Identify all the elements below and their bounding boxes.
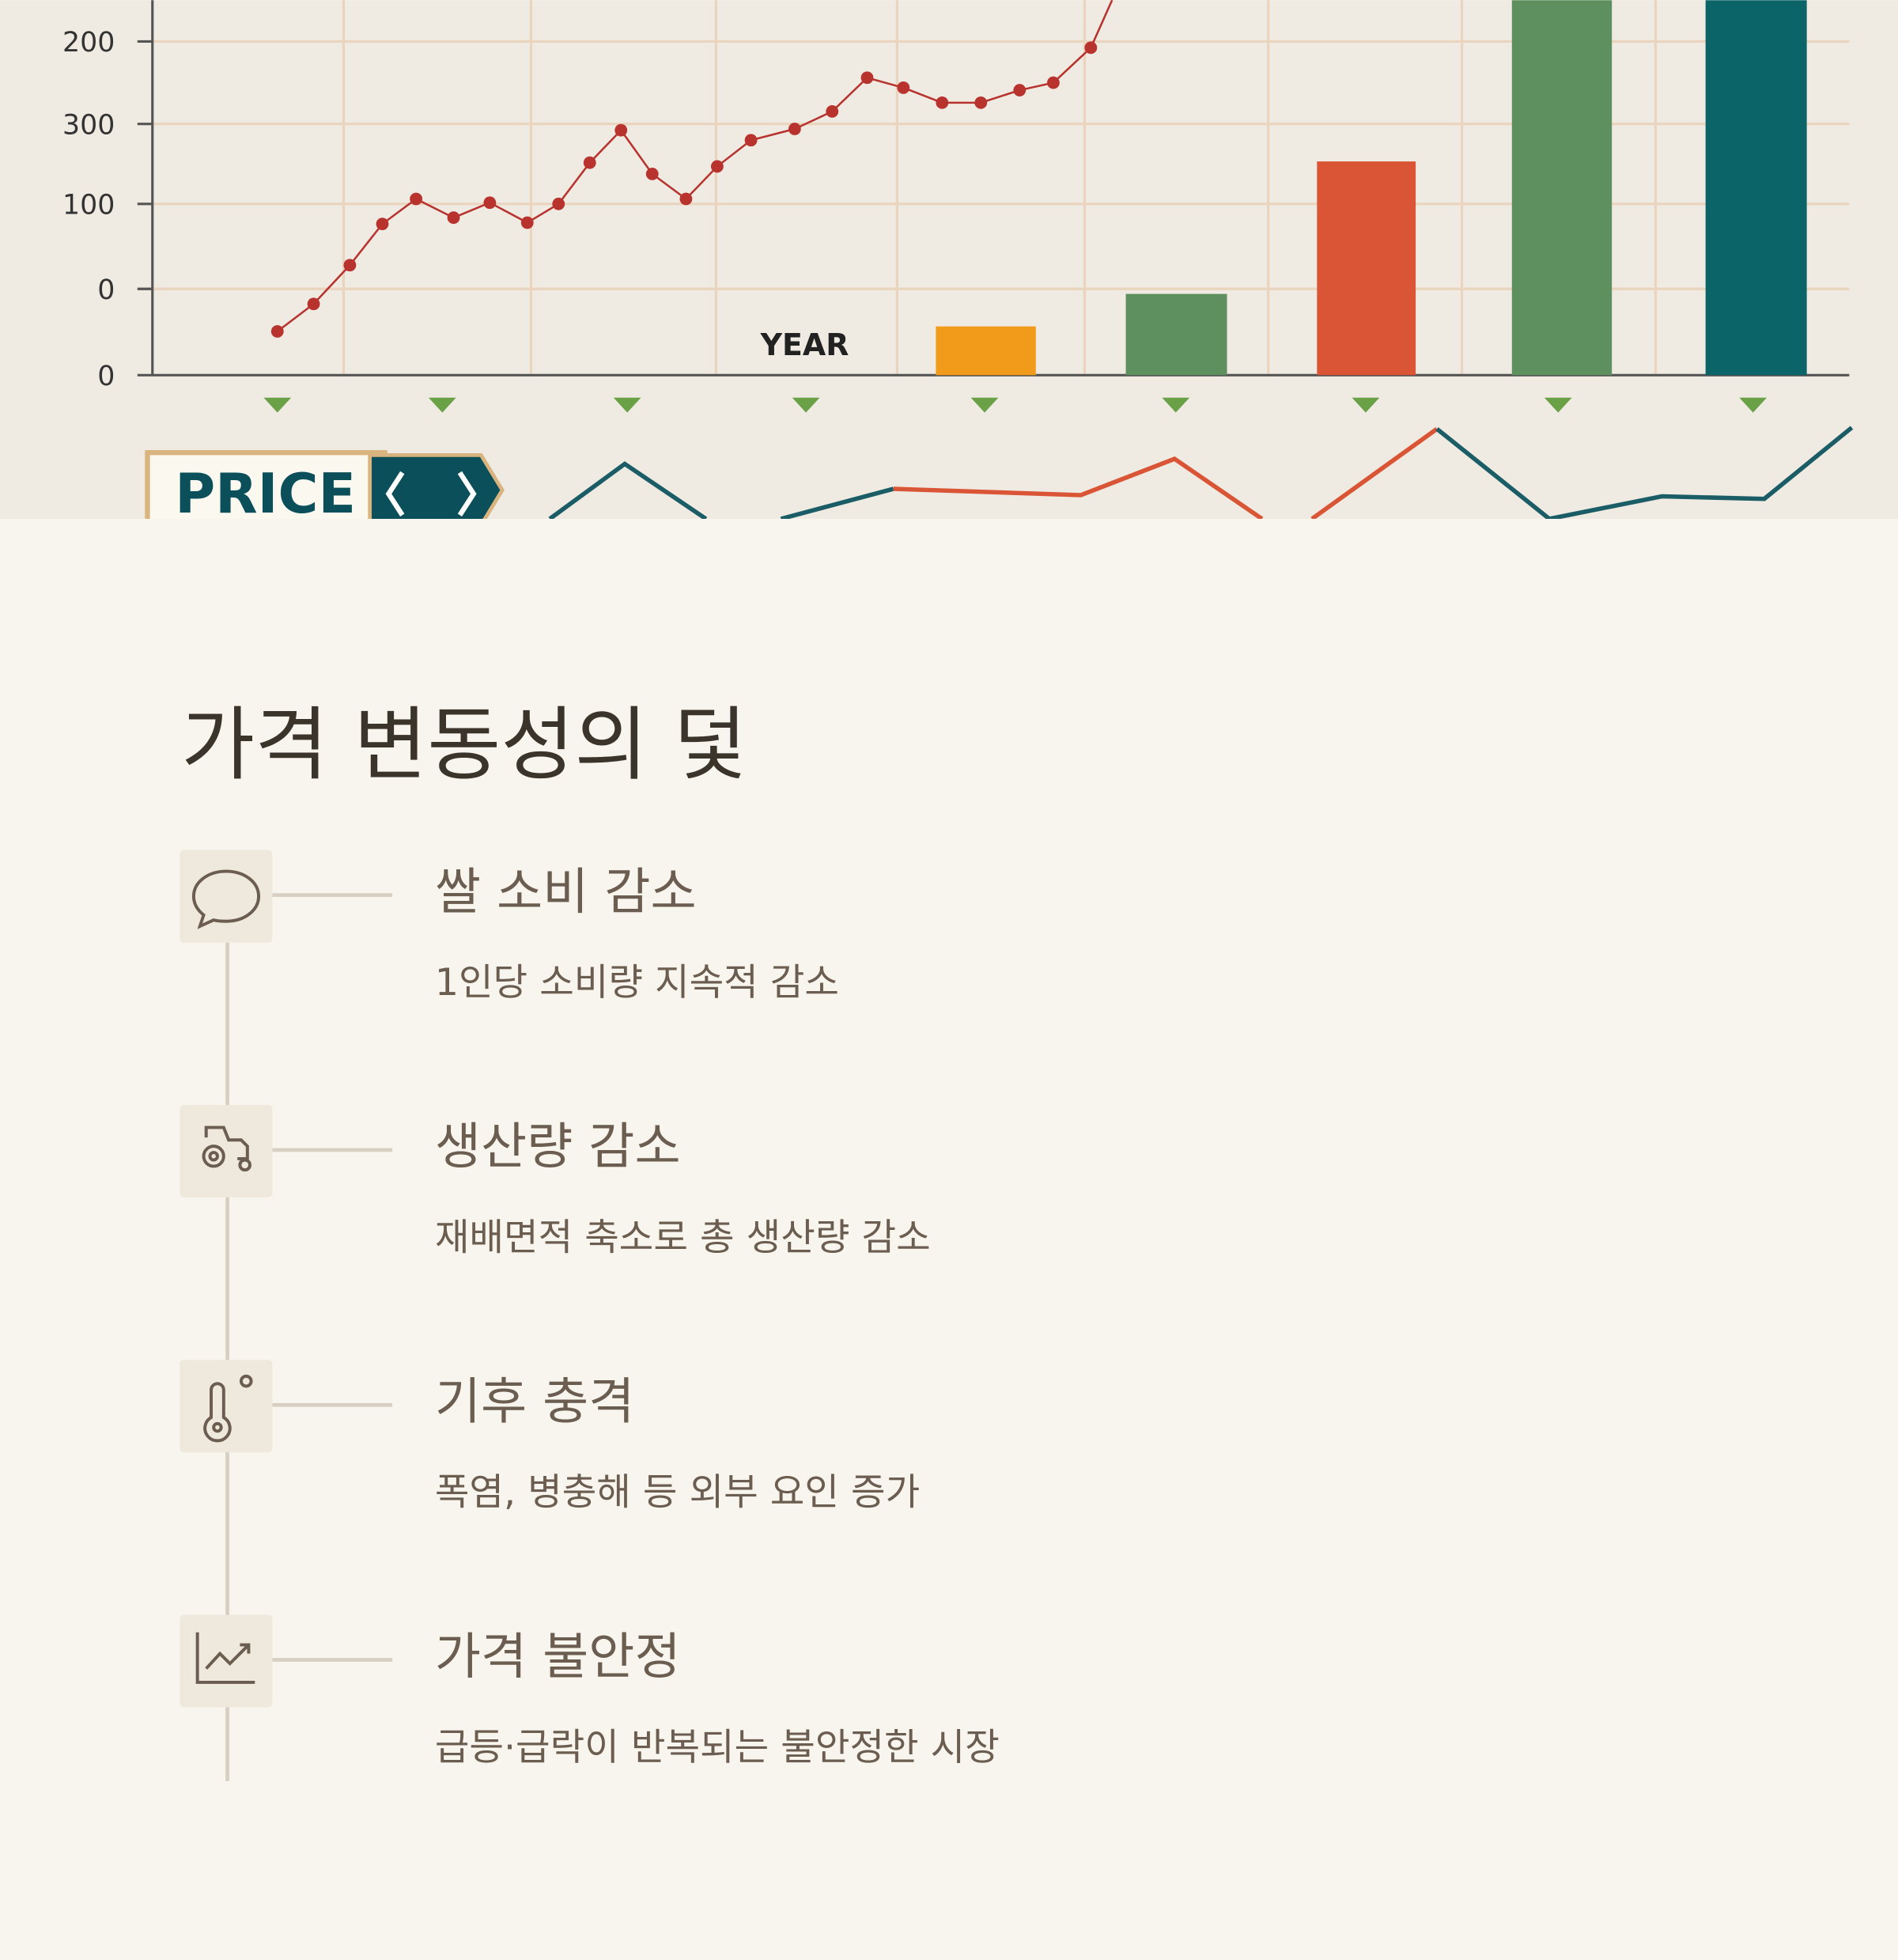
hero-line-dots — [270, 41, 1098, 338]
hero-image: 200 300 100 0 0 YEAR PRICE — [0, 0, 1898, 532]
y-axis-label: 0 — [97, 361, 115, 392]
hero-line — [1435, 426, 1854, 521]
icon — [202, 1126, 251, 1172]
item-title: 쌀 소비 감소 — [435, 862, 697, 921]
line-dot — [483, 196, 497, 210]
triangle — [1544, 397, 1572, 413]
hero-bar — [1317, 161, 1416, 376]
line-dot — [520, 216, 534, 229]
triangle — [792, 397, 820, 413]
line-dot — [552, 197, 565, 210]
line-dot — [826, 105, 839, 118]
line-dot — [1084, 41, 1098, 55]
y-axis-label: 0 — [97, 274, 115, 306]
line-dot — [744, 134, 758, 147]
triangle — [263, 397, 292, 413]
hero-bar — [1705, 0, 1807, 376]
hero-line — [893, 456, 1264, 521]
item-title: 기후 충격 — [435, 1372, 635, 1431]
hero-background — [0, 0, 1898, 519]
hero-line — [548, 461, 708, 521]
icon-box — [180, 1104, 273, 1198]
item-description: 폭염, 병충해 등 외부 요인 증가 — [435, 1471, 920, 1515]
y-axis-label: 100 — [62, 189, 115, 221]
line-dot — [936, 96, 949, 109]
item-description: 1인당 소비량 지속적 감소 — [435, 961, 839, 1005]
line-dot — [1013, 84, 1027, 96]
line-dot — [1047, 76, 1060, 89]
line-dot — [307, 297, 320, 311]
line-dot — [679, 192, 693, 206]
section-title: 가격 변동성의 덫 — [181, 698, 747, 792]
line-dot — [788, 123, 801, 135]
icon — [191, 869, 261, 929]
triangle — [428, 397, 456, 413]
hero-bar — [936, 326, 1036, 376]
triangle — [613, 397, 641, 413]
hero-bar — [1511, 0, 1613, 376]
line-dot — [270, 325, 284, 338]
line-dot — [974, 96, 988, 109]
y-axis-label: 300 — [62, 109, 115, 141]
hero-axis-labels: 200 300 100 0 0 — [62, 27, 115, 392]
price-badge: PRICE — [145, 450, 505, 531]
hero-triangles — [263, 397, 1768, 413]
line-dot — [897, 81, 910, 94]
icon — [195, 1632, 255, 1684]
line-dot — [645, 168, 659, 180]
line-dot — [343, 259, 357, 272]
triangle — [1162, 397, 1190, 413]
line-dot — [410, 192, 423, 206]
item-description: 재배면적 축소로 총 생산량 감소 — [435, 1216, 931, 1259]
line-dot — [860, 71, 874, 85]
icon — [203, 1374, 253, 1443]
item-title: 가격 불안정 — [435, 1627, 681, 1686]
triangle — [1352, 397, 1380, 413]
line-dot — [614, 123, 628, 137]
line-dot — [583, 156, 596, 169]
triangle — [970, 397, 999, 413]
hero-line — [780, 486, 894, 521]
item-description: 급등·급락이 반복되는 불안정한 시장 — [435, 1726, 1000, 1769]
hero-line — [1310, 426, 1439, 521]
line-dot — [447, 211, 460, 225]
hero-year-label: YEAR — [760, 327, 849, 362]
y-axis-label: 200 — [62, 27, 115, 59]
hero-bar — [1125, 293, 1227, 376]
price-label: PRICE — [175, 462, 356, 526]
item-title: 생산량 감소 — [435, 1117, 681, 1175]
line-dot — [711, 160, 724, 173]
line-dot — [376, 218, 389, 231]
triangle — [1739, 397, 1768, 413]
